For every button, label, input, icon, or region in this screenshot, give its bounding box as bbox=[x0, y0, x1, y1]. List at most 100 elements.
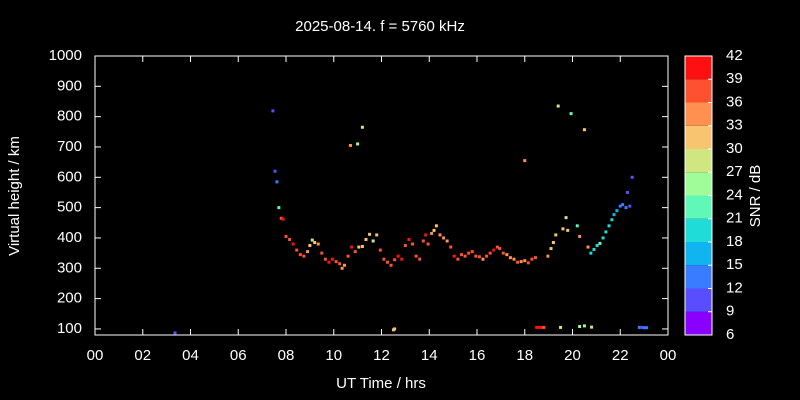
data-point bbox=[323, 257, 327, 261]
data-point bbox=[305, 250, 309, 254]
x-tick-label: 02 bbox=[134, 347, 151, 364]
data-point bbox=[364, 237, 368, 241]
data-point bbox=[578, 234, 582, 238]
data-point bbox=[414, 254, 418, 258]
x-tick-label: 16 bbox=[469, 347, 486, 364]
data-point bbox=[604, 230, 608, 234]
colorbar-band bbox=[685, 125, 712, 149]
data-point bbox=[403, 244, 407, 248]
colorbar-tick-label: 12 bbox=[726, 279, 743, 296]
colorbar-tick-label: 30 bbox=[726, 140, 743, 157]
y-tick-label: 100 bbox=[57, 320, 82, 337]
colorbar-tick-label: 24 bbox=[726, 186, 743, 203]
data-point bbox=[592, 247, 596, 251]
data-point bbox=[463, 254, 467, 258]
data-point bbox=[495, 245, 499, 249]
y-tick-label: 500 bbox=[57, 199, 82, 216]
data-point bbox=[628, 204, 632, 208]
data-point bbox=[575, 224, 579, 228]
data-point bbox=[535, 325, 539, 329]
colorbar-band bbox=[685, 79, 712, 103]
data-point bbox=[481, 257, 485, 261]
data-point bbox=[590, 325, 594, 329]
colorbar-tick-label: 36 bbox=[726, 93, 743, 110]
x-tick-label: 00 bbox=[660, 347, 677, 364]
data-point bbox=[327, 260, 331, 264]
data-point bbox=[618, 204, 622, 208]
data-point bbox=[512, 257, 516, 261]
data-point bbox=[393, 327, 397, 331]
data-point bbox=[551, 241, 555, 245]
data-point bbox=[378, 248, 382, 252]
data-point bbox=[393, 258, 397, 262]
data-point bbox=[559, 325, 563, 329]
data-point bbox=[295, 248, 299, 252]
data-point bbox=[601, 236, 605, 240]
data-point bbox=[360, 125, 364, 129]
data-point bbox=[284, 234, 288, 238]
colorbar-band bbox=[685, 288, 712, 312]
y-tick-label: 600 bbox=[57, 168, 82, 185]
data-point bbox=[642, 326, 646, 330]
data-point bbox=[316, 242, 320, 246]
data-point bbox=[569, 112, 573, 116]
data-point bbox=[501, 251, 505, 255]
data-point bbox=[586, 245, 590, 249]
data-point bbox=[400, 257, 404, 261]
data-point bbox=[288, 237, 292, 241]
data-point bbox=[546, 254, 550, 258]
data-point bbox=[566, 228, 570, 232]
data-point bbox=[630, 175, 634, 179]
colorbar-band bbox=[685, 195, 712, 219]
data-point bbox=[338, 262, 342, 266]
data-point bbox=[350, 245, 354, 249]
data-point bbox=[348, 143, 352, 147]
chart-title: 2025-08-14. f = 5760 kHz bbox=[295, 18, 465, 35]
data-point bbox=[308, 244, 312, 248]
data-point bbox=[523, 259, 527, 263]
colorbar-band bbox=[685, 102, 712, 126]
data-point bbox=[356, 142, 360, 146]
data-point bbox=[407, 237, 411, 241]
y-tick-label: 200 bbox=[57, 290, 82, 307]
colorbar-tick-label: 18 bbox=[726, 233, 743, 250]
data-point bbox=[549, 247, 553, 251]
data-point bbox=[432, 228, 436, 232]
data-point bbox=[434, 224, 438, 228]
data-point bbox=[313, 241, 317, 245]
data-point bbox=[298, 253, 302, 257]
data-point bbox=[519, 260, 523, 264]
y-tick-label: 300 bbox=[57, 259, 82, 276]
data-point bbox=[173, 331, 177, 335]
data-point bbox=[470, 250, 474, 254]
data-point bbox=[459, 253, 463, 257]
y-tick-label: 900 bbox=[57, 77, 82, 94]
data-point bbox=[615, 209, 619, 213]
data-point bbox=[291, 242, 295, 246]
colorbar-tick-label: 21 bbox=[726, 210, 743, 227]
data-point bbox=[598, 241, 602, 245]
data-point bbox=[474, 254, 478, 258]
x-tick-label: 14 bbox=[421, 347, 438, 364]
colorbar-tick-label: 27 bbox=[726, 163, 743, 180]
data-point bbox=[302, 254, 306, 258]
data-point bbox=[424, 233, 428, 237]
x-tick-label: 00 bbox=[87, 347, 104, 364]
data-point bbox=[621, 203, 625, 207]
data-point bbox=[426, 242, 430, 246]
x-tick-label: 08 bbox=[278, 347, 295, 364]
data-point bbox=[595, 244, 599, 248]
y-axis-label: Virtual height / km bbox=[6, 136, 23, 256]
data-point bbox=[488, 251, 492, 255]
data-point bbox=[485, 254, 489, 258]
data-point bbox=[492, 248, 496, 252]
data-point bbox=[331, 257, 335, 261]
data-point bbox=[582, 128, 586, 132]
data-point bbox=[346, 254, 350, 258]
colorbar-tick-label: 15 bbox=[726, 256, 743, 273]
data-point bbox=[612, 213, 616, 217]
colorbar-band bbox=[685, 242, 712, 266]
data-point bbox=[449, 245, 453, 249]
data-point bbox=[508, 256, 512, 260]
